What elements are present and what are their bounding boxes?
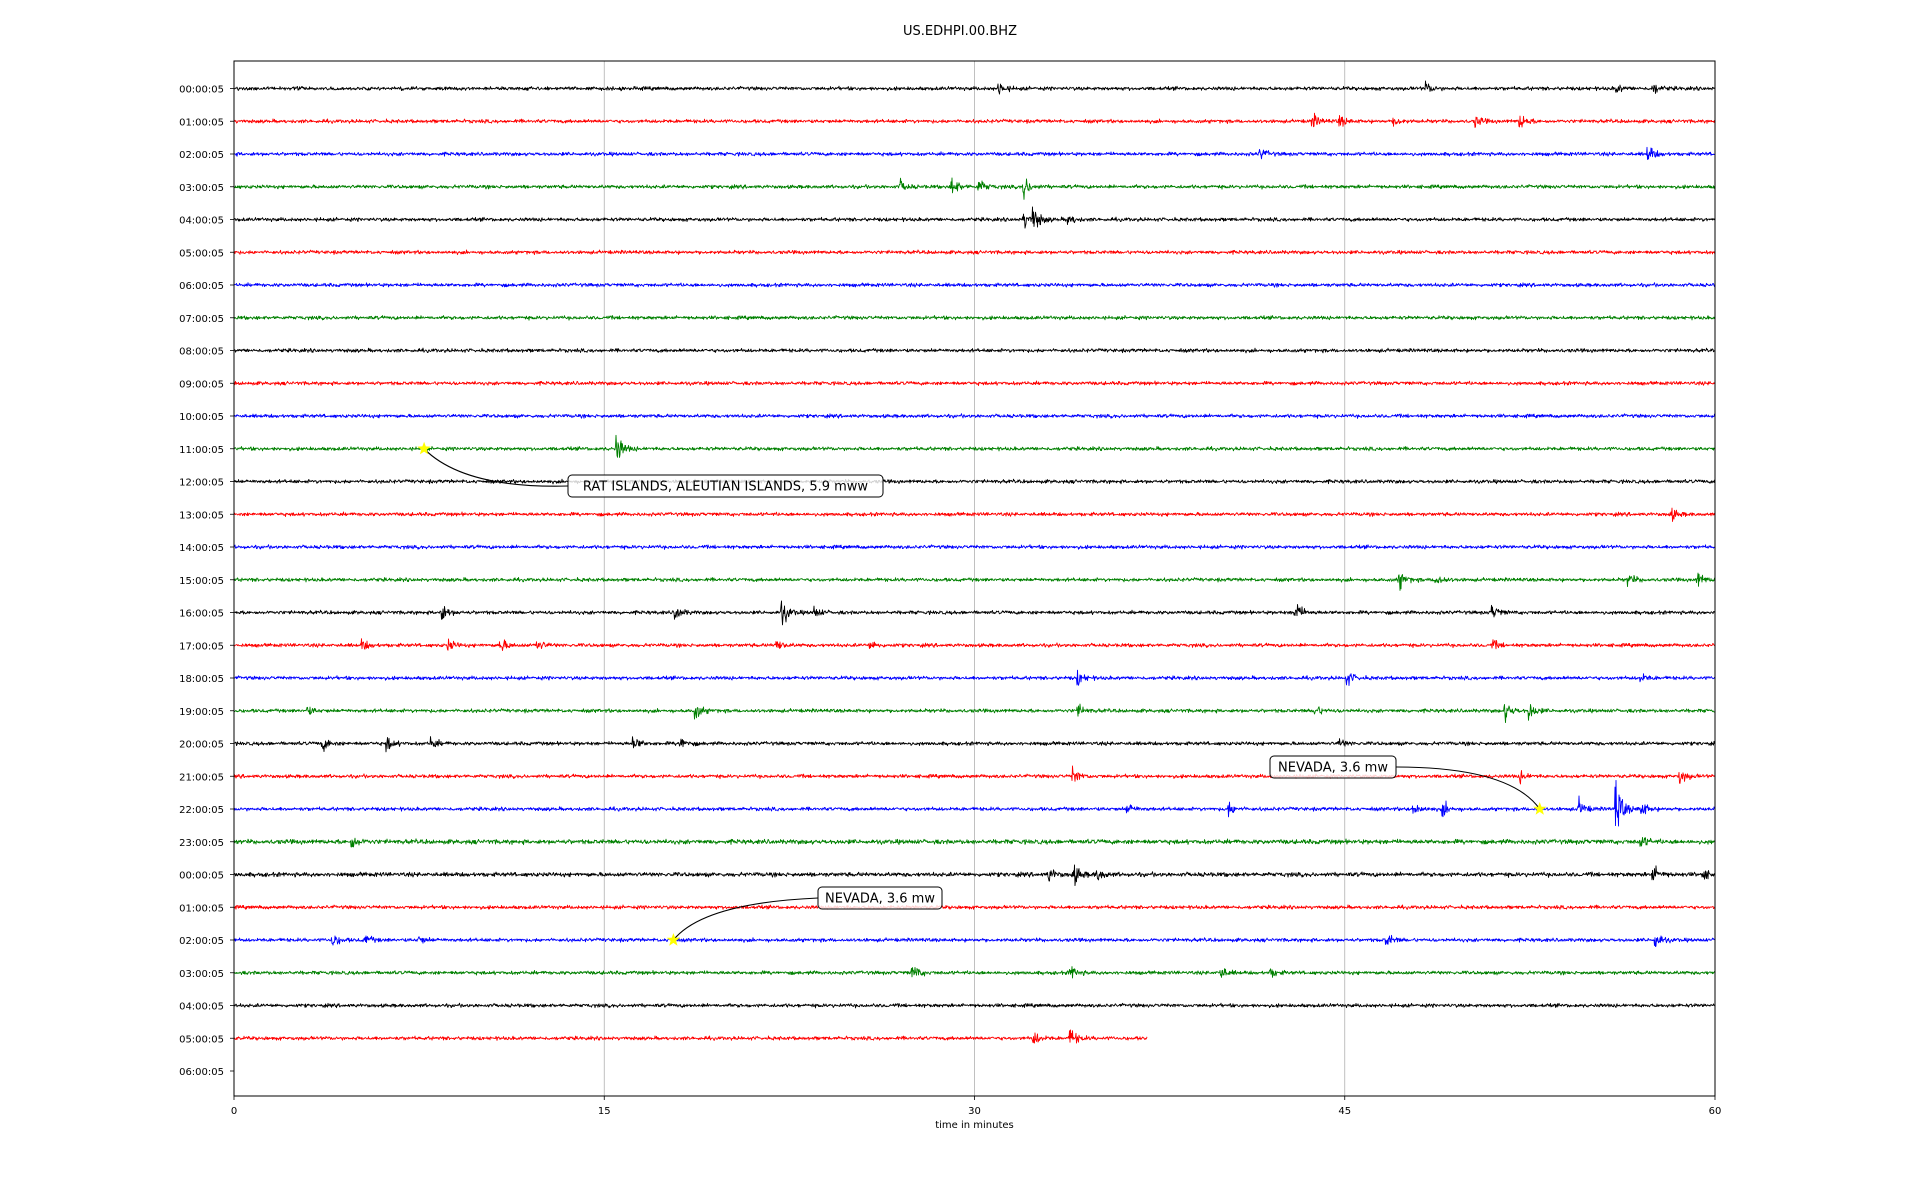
annotation-label: NEVADA, 3.6 mw [825, 892, 935, 907]
annotation-label: RAT ISLANDS, ALEUTIAN ISLANDS, 5.9 mww [583, 480, 868, 495]
trace-row-19 [233, 703, 1716, 724]
trace-row-14 [233, 544, 1716, 550]
trace-row-5 [233, 249, 1716, 256]
y-tick-label: 04:00:05 [179, 216, 224, 227]
trace-row-8 [233, 347, 1716, 354]
x-tick-label: 30 [968, 1106, 981, 1117]
y-tick-label: 16:00:05 [179, 609, 224, 620]
trace-row-9 [233, 380, 1716, 386]
event-star-marker [417, 441, 431, 455]
trace-row-13 [233, 507, 1716, 522]
y-tick-label: 21:00:05 [179, 772, 224, 783]
x-tick-label: 45 [1338, 1106, 1351, 1117]
y-tick-label: 20:00:05 [179, 740, 224, 751]
trace-row-1 [233, 112, 1716, 128]
annotation-box [567, 474, 884, 498]
x-tick-label: 15 [598, 1106, 611, 1117]
y-tick-label: 01:00:05 [179, 903, 224, 914]
y-tick-label: 05:00:05 [179, 248, 224, 259]
trace-row-27 [233, 966, 1716, 979]
y-tick-label: 02:00:05 [179, 936, 224, 947]
annotation-connector [423, 448, 569, 487]
event-star-marker [1533, 802, 1547, 815]
annotation-label: NEVADA, 3.6 mw [1278, 761, 1388, 776]
y-tick-label: 02:00:05 [179, 150, 224, 161]
y-tick-label: 03:00:05 [179, 183, 224, 194]
trace-row-3 [233, 177, 1716, 200]
trace-row-12 [233, 478, 1716, 485]
y-tick-label: 00:00:05 [179, 871, 224, 882]
y-tick-label: 13:00:05 [179, 510, 224, 521]
trace-row-24 [233, 864, 1716, 887]
y-tick-label: 06:00:05 [179, 281, 224, 292]
x-tick-label: 60 [1709, 1106, 1722, 1117]
y-tick-label: 19:00:05 [179, 707, 224, 718]
y-tick-label: 15:00:05 [179, 576, 224, 587]
y-tick-label: 05:00:05 [179, 1034, 224, 1045]
trace-row-25 [233, 904, 1716, 910]
annotation-connector [672, 897, 819, 941]
y-tick-label: 10:00:05 [179, 412, 224, 423]
y-tick-label: 22:00:05 [179, 805, 224, 816]
trace-row-15 [233, 572, 1716, 591]
y-tick-label: 06:00:05 [179, 1067, 224, 1078]
trace-row-26 [233, 934, 1716, 948]
y-tick-label: 12:00:05 [179, 478, 224, 489]
y-tick-label: 23:00:05 [179, 838, 224, 849]
trace-row-11 [233, 434, 1716, 458]
trace-row-23 [233, 836, 1716, 848]
y-tick-label: 01:00:05 [179, 117, 224, 128]
trace-row-0 [233, 80, 1716, 95]
trace-row-7 [233, 315, 1716, 321]
y-tick-label: 09:00:05 [179, 379, 224, 390]
trace-row-20 [233, 736, 1716, 753]
chart-title: US.EDHPI.00.BHZ [903, 24, 1017, 39]
y-tick-label: 11:00:05 [179, 445, 224, 456]
trace-row-29 [233, 1029, 1148, 1044]
annotation-box [817, 886, 943, 910]
y-tick-label: 03:00:05 [179, 969, 224, 980]
trace-row-16 [233, 600, 1716, 626]
trace-row-28 [233, 1002, 1716, 1009]
y-tick-label: 14:00:05 [179, 543, 224, 554]
x-axis-label: time in minutes [935, 1120, 1014, 1131]
trace-row-4 [233, 206, 1716, 229]
y-tick-label: 04:00:05 [179, 1002, 224, 1013]
event-star-marker [666, 933, 680, 946]
trace-row-22 [233, 779, 1716, 827]
y-tick-label: 00:00:05 [179, 85, 224, 96]
annotation-box [1269, 755, 1397, 779]
trace-row-6 [233, 282, 1716, 288]
y-tick-label: 07:00:05 [179, 314, 224, 325]
trace-row-2 [233, 146, 1716, 160]
trace-row-17 [233, 638, 1716, 651]
y-tick-label: 18:00:05 [179, 674, 224, 685]
trace-row-18 [233, 669, 1716, 686]
x-tick-label: 0 [231, 1106, 237, 1117]
trace-row-21 [233, 765, 1716, 785]
y-tick-label: 17:00:05 [179, 641, 224, 652]
annotation-connector [1395, 766, 1541, 810]
trace-row-10 [233, 413, 1716, 419]
y-tick-label: 08:00:05 [179, 347, 224, 358]
